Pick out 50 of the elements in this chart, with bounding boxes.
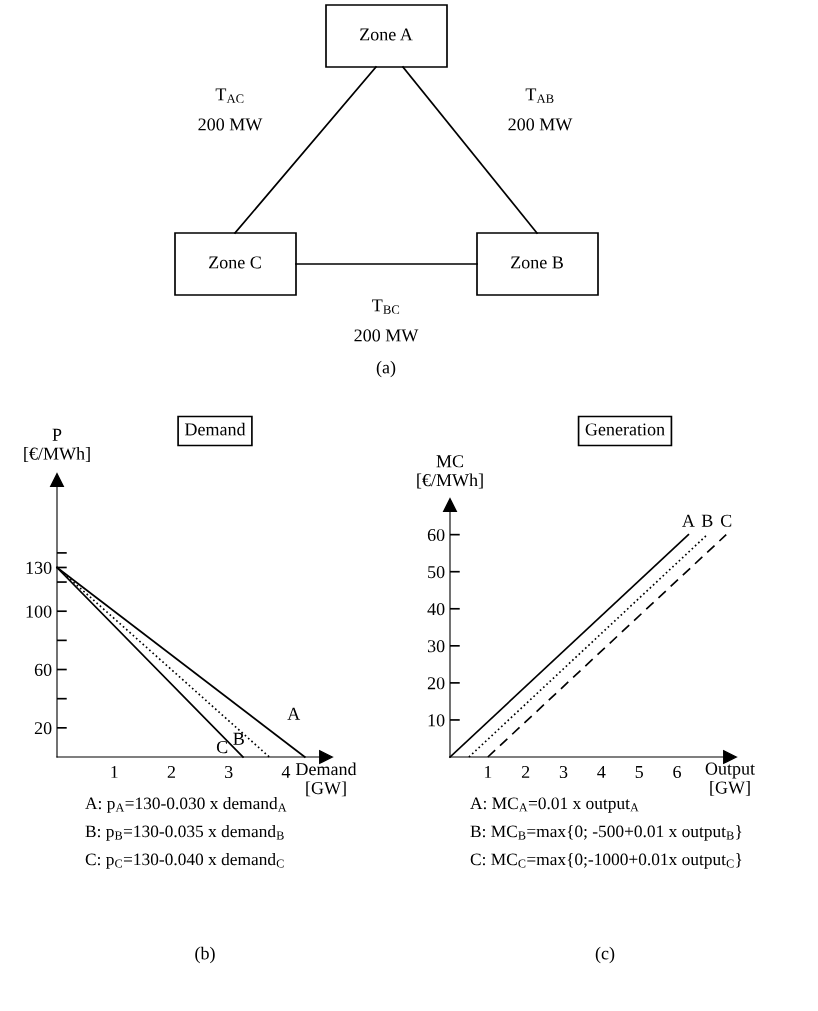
y-tick-label: 20 (427, 677, 445, 690)
y-tick-label: 30 (427, 640, 445, 653)
x-tick-label: 3 (559, 765, 568, 779)
x-tick-label: 1 (111, 765, 118, 778)
x-tick-label: 4 (281, 765, 291, 778)
text: T$_{AC}$ (215, 88, 244, 103)
text: B: MC$_{B}$=max{0; -500+0.01 x output$_{B}$} (470, 825, 742, 841)
series-label: C (720, 514, 732, 527)
x-tick-label: 6 (673, 765, 681, 779)
y-axis-title: P [€/MWh] (24, 428, 90, 462)
text: Zone C (209, 256, 261, 269)
y-tick-label: 60 (34, 663, 52, 676)
text: 200 MW (198, 118, 263, 131)
x-tick-label: 4 (597, 765, 606, 778)
chart-title: Demand (184, 422, 246, 436)
text: T$_{AB}$ (525, 88, 554, 103)
text: A: MC$_{A}$=0.01 x output$_{A}$ (470, 797, 639, 813)
series-label: C (216, 741, 228, 754)
text: Zone A (360, 28, 413, 41)
series-label: B (701, 514, 713, 527)
text: 200 MW (354, 329, 419, 342)
x-tick-label: 2 (167, 765, 175, 778)
y-axis-title: MC [€/MWh] (417, 455, 483, 489)
text: B: p$_{B}$=130-0.035 x demand$_{B}$ (85, 825, 284, 841)
x-tick-label: 1 (484, 765, 492, 778)
x-tick-label: 5 (635, 766, 643, 779)
text: (a) (376, 360, 396, 378)
chart-title: Generation (585, 423, 665, 436)
x-tick-label: 2 (521, 765, 530, 778)
x-axis-title: Output [GW] (705, 762, 755, 796)
text: (b) (195, 946, 215, 964)
text: A: p$_{A}$=130-0.030 x demand$_{A}$ (85, 797, 287, 813)
y-tick-label: 130 (26, 561, 52, 574)
text: (c) (595, 946, 615, 964)
x-axis-title: Demand [GW] (295, 762, 357, 797)
y-tick-label: 10 (428, 714, 445, 727)
y-tick-label: 50 (428, 565, 445, 579)
text: Zone B (511, 256, 563, 269)
series-label: A (682, 514, 695, 527)
series-label: B (233, 732, 244, 745)
y-tick-label: 100 (26, 605, 52, 618)
text: C: MC$_{C}$=max{0;-1000+0.01x output$_{C}$} (470, 853, 742, 869)
text: 200 MW (508, 118, 573, 131)
series-label: A (287, 707, 301, 720)
x-tick-label: 3 (225, 765, 233, 779)
y-tick-label: 60 (427, 528, 445, 542)
y-tick-label: 20 (34, 722, 52, 735)
y-tick-label: 40 (427, 603, 445, 616)
text: C: p$_{C}$=130-0.040 x demand$_{C}$ (85, 853, 284, 869)
text: T$_{BC}$ (372, 299, 400, 314)
